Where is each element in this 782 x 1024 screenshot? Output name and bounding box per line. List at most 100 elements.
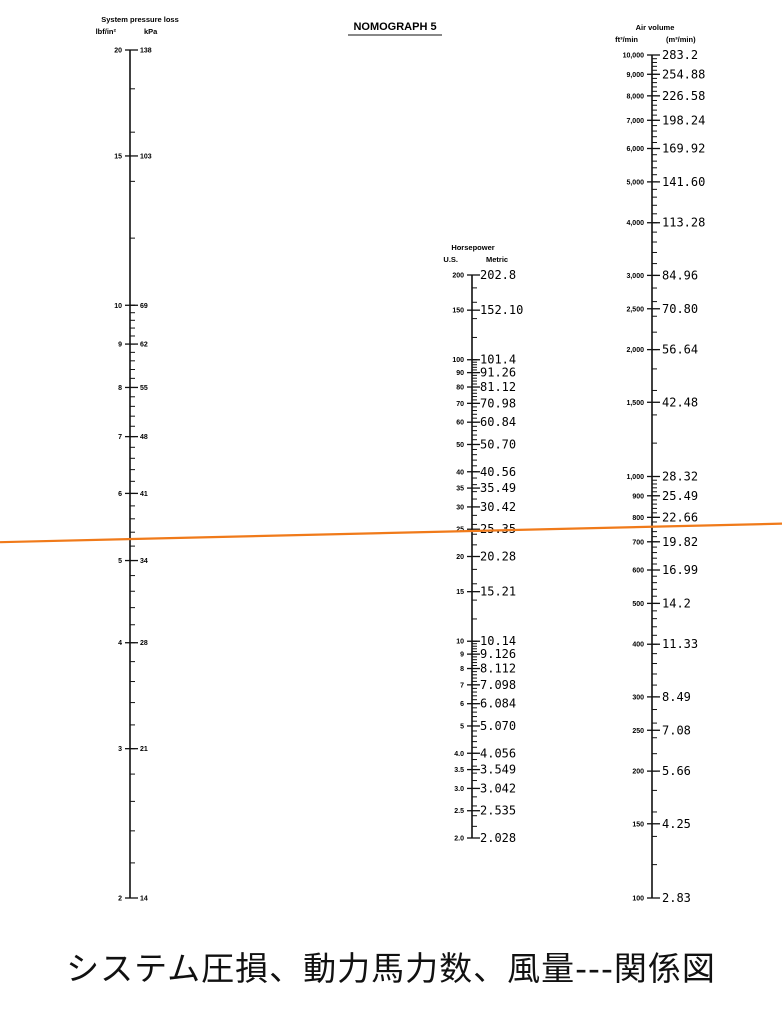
air_volume-metric-label: 19.82 (662, 535, 698, 549)
horsepower-us-label: 150 (452, 308, 464, 315)
horsepower-metric-label: 3.549 (480, 763, 516, 777)
air_volume-metric-label: 283.2 (662, 48, 698, 62)
caption: システム圧損、動力馬力数、風量---関係図 (66, 949, 716, 988)
pressure-us-label: 4 (118, 640, 122, 647)
horsepower-us-label: 3.5 (454, 767, 464, 774)
horsepower-us-label: 20 (456, 554, 464, 561)
air_volume-metric-label: 141.60 (662, 175, 705, 189)
air_volume-us-label: 9,000 (626, 72, 644, 79)
horsepower-metric-label: 9.126 (480, 647, 516, 661)
horsepower-us-label: 80 (456, 385, 464, 392)
air_volume-metric-label: 2.83 (662, 891, 691, 905)
horsepower-us-label: 15 (456, 589, 464, 596)
pressure-header: System pressure loss (101, 15, 179, 24)
air_volume-us-label: 2,500 (626, 306, 644, 313)
pressure-us-label: 8 (118, 385, 122, 392)
air_volume-metric-label: 70.80 (662, 302, 698, 316)
horsepower-metric-label: 91.26 (480, 366, 516, 380)
air_volume-us-label: 7,000 (626, 118, 644, 125)
horsepower-metric-label: 2.028 (480, 831, 516, 845)
air_volume-metric-label: 8.49 (662, 690, 691, 704)
pressure-us-label: 3 (118, 746, 122, 753)
air_volume-us-label: 5,000 (626, 179, 644, 186)
horsepower-metric-label: 5.070 (480, 719, 516, 733)
horsepower-unit-right: Metric (486, 255, 508, 264)
air_volume-us-label: 150 (632, 821, 644, 828)
horsepower-metric-label: 202.8 (480, 268, 516, 282)
horsepower-us-label: 90 (456, 370, 464, 377)
horsepower-metric-label: 3.042 (480, 781, 516, 795)
air_volume-us-label: 700 (632, 539, 644, 546)
horsepower-metric-label: 81.12 (480, 380, 516, 394)
horsepower-us-label: 5 (460, 723, 464, 730)
pressure-unit-right: kPa (144, 27, 158, 36)
pressure-us-label: 10 (114, 303, 122, 310)
pressure-us-label: 5 (118, 558, 122, 565)
horsepower-us-label: 3.0 (454, 786, 464, 793)
horsepower-us-label: 70 (456, 401, 464, 408)
air_volume-metric-label: 7.08 (662, 723, 691, 737)
air_volume-us-label: 500 (632, 601, 644, 608)
air_volume-us-label: 4,000 (626, 220, 644, 227)
pressure-us-label: 2 (118, 896, 122, 903)
pressure-metric-label: 34 (140, 558, 148, 565)
air_volume-us-label: 400 (632, 642, 644, 649)
pressure-metric-label: 103 (140, 153, 152, 160)
air_volume-scale: Air volume ft³/min (m³/min) 10,000 283.2 9,00… (615, 23, 705, 905)
horsepower-metric-label: 30.42 (480, 500, 516, 514)
pressure-metric-label: 14 (140, 896, 148, 903)
air_volume-us-label: 1,500 (626, 400, 644, 407)
horsepower-metric-label: 15.21 (480, 585, 516, 599)
horsepower-metric-label: 101.4 (480, 353, 516, 367)
pressure-metric-label: 69 (140, 303, 148, 310)
horsepower-us-label: 35 (456, 486, 464, 493)
air_volume-us-label: 1,000 (626, 474, 644, 481)
horsepower-us-label: 8 (460, 666, 464, 673)
air_volume-metric-label: 11.33 (662, 637, 698, 651)
air_volume-metric-label: 42.48 (662, 395, 698, 409)
horsepower-metric-label: 25.35 (480, 522, 516, 536)
horsepower-us-label: 7 (460, 682, 464, 689)
horsepower-metric-label: 6.084 (480, 697, 516, 711)
air_volume-metric-label: 25.49 (662, 489, 698, 503)
horsepower-metric-label: 70.98 (480, 396, 516, 410)
horsepower-metric-label: 35.49 (480, 481, 516, 495)
air_volume-us-label: 8,000 (626, 93, 644, 100)
horsepower-us-label: 2.0 (454, 836, 464, 843)
horsepower-us-label: 9 (460, 652, 464, 659)
air_volume-us-label: 6,000 (626, 146, 644, 153)
air_volume-metric-label: 198.24 (662, 113, 705, 127)
pressure-unit-left: lbf/in² (96, 27, 117, 36)
reading-line[interactable] (0, 522, 782, 544)
horsepower-us-label: 200 (452, 273, 464, 280)
air_volume-metric-label: 113.28 (662, 216, 705, 230)
horsepower-header: Horsepower (451, 243, 494, 252)
air_volume-header: Air volume (636, 23, 675, 32)
pressure-us-label: 7 (118, 434, 122, 441)
air_volume-metric-label: 226.58 (662, 89, 705, 103)
horsepower-us-label: 50 (456, 442, 464, 449)
air_volume-unit-left: ft³/min (615, 35, 638, 44)
pressure-us-label: 20 (114, 48, 122, 55)
pressure-metric-label: 138 (140, 48, 152, 55)
air_volume-us-label: 900 (632, 493, 644, 500)
horsepower-us-label: 2.5 (454, 808, 464, 815)
air_volume-metric-label: 84.96 (662, 268, 698, 282)
horsepower-metric-label: 4.056 (480, 746, 516, 760)
nomograph-title: NOMOGRAPH 5 (353, 21, 436, 33)
horsepower-unit-left: U.S. (443, 255, 458, 264)
horsepower-metric-label: 10.14 (480, 634, 516, 648)
pressure-metric-label: 41 (140, 491, 148, 498)
air_volume-metric-label: 28.32 (662, 470, 698, 484)
air_volume-us-label: 100 (632, 896, 644, 903)
horsepower-us-label: 100 (452, 357, 464, 364)
pressure-us-label: 6 (118, 491, 122, 498)
air_volume-us-label: 300 (632, 694, 644, 701)
horsepower-metric-label: 2.535 (480, 804, 516, 818)
horsepower-metric-label: 50.70 (480, 437, 516, 451)
air_volume-us-label: 2,000 (626, 347, 644, 354)
pressure-us-label: 15 (114, 153, 122, 160)
horsepower-us-label: 6 (460, 701, 464, 708)
pressure-us-label: 9 (118, 342, 122, 349)
